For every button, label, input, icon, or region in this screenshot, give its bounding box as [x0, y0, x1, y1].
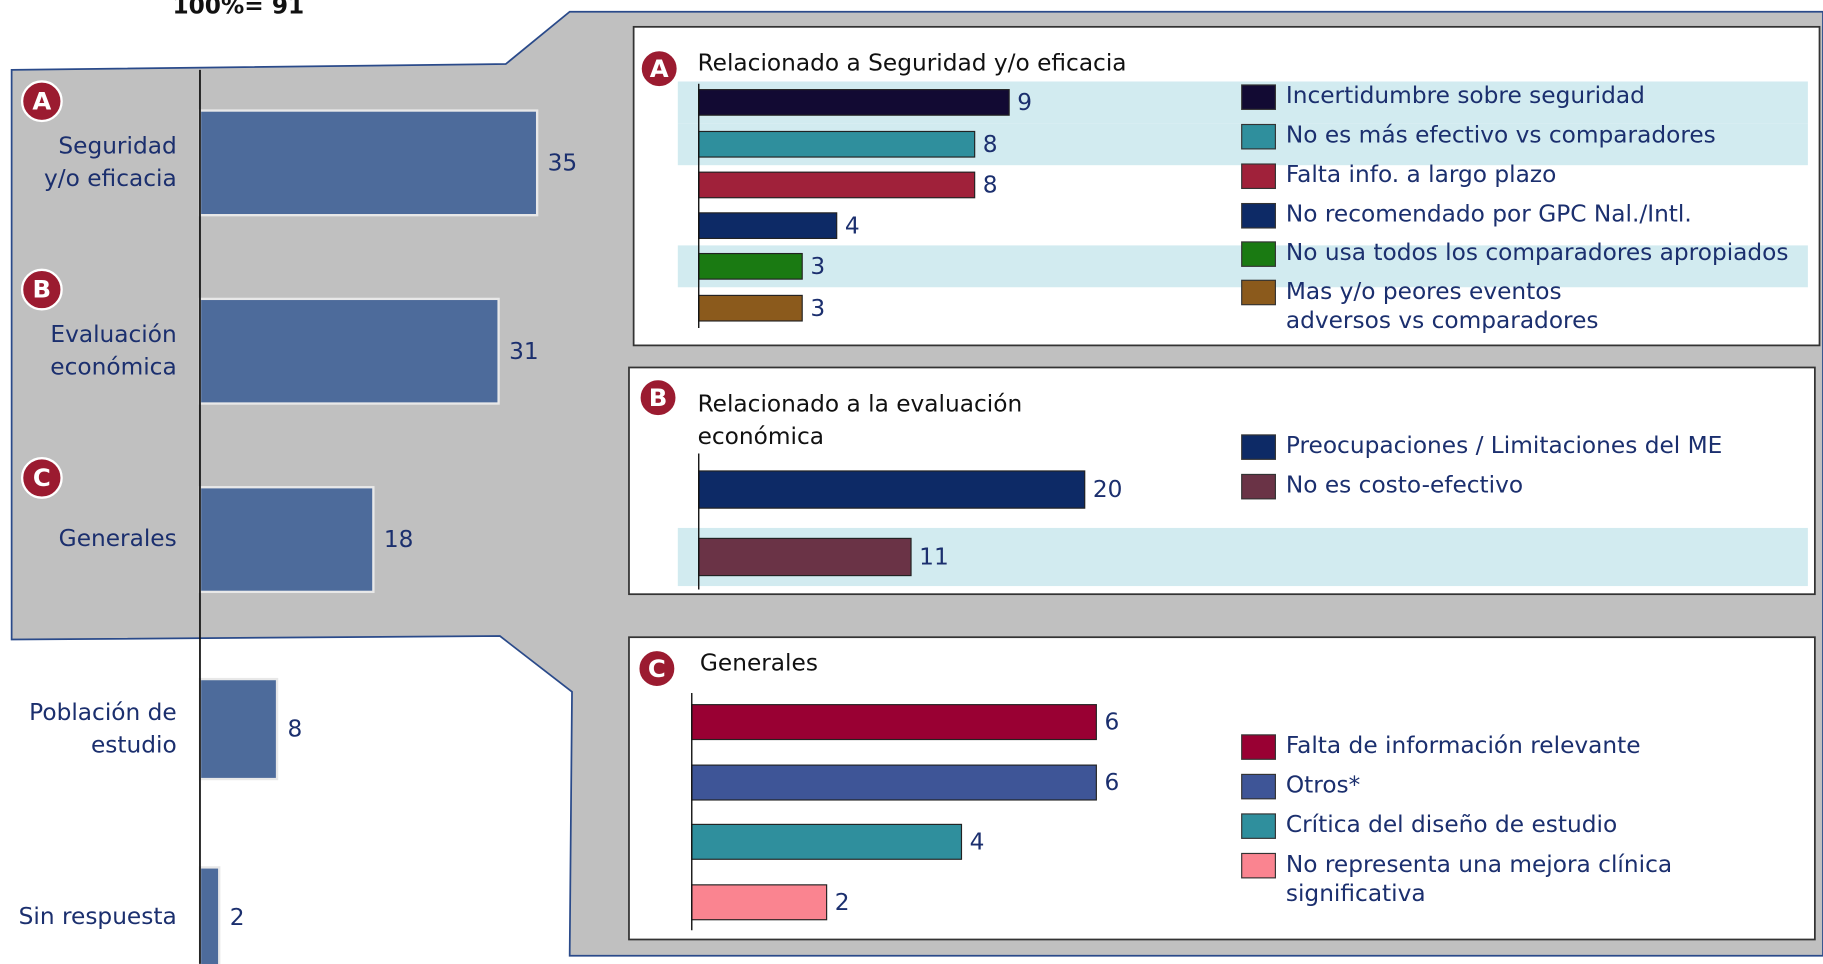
- value-label: 31: [509, 338, 539, 365]
- legend-label: No recomendado por GPC Nal./Intl.: [1286, 201, 1692, 228]
- legend-swatch: [1241, 473, 1276, 500]
- legend-label: Otros*: [1286, 772, 1360, 799]
- legend-label: Falta de información relevante: [1286, 732, 1641, 759]
- value-label: 8: [983, 172, 998, 199]
- legend-swatch: [1241, 773, 1276, 800]
- value-label: 6: [1104, 769, 1119, 796]
- value-label: 3: [810, 295, 825, 322]
- legend-swatch: [1241, 734, 1276, 760]
- badge: [637, 648, 677, 689]
- legend-label: No representa una mejora clínica signific…: [1286, 851, 1672, 907]
- category-label: Generales: [59, 525, 177, 552]
- badge: [20, 80, 63, 123]
- legend-label: Preocupaciones / Limitaciones del ME: [1286, 432, 1723, 459]
- value-label: 4: [970, 828, 985, 855]
- legend-label: No es costo-efectivo: [1286, 472, 1523, 499]
- legend-swatch: [1241, 852, 1276, 879]
- panel-title: Generales: [700, 649, 818, 676]
- category-label: Sin respuesta: [19, 903, 177, 930]
- badge-letter: C: [648, 654, 666, 683]
- bar: [198, 297, 500, 405]
- bar: [698, 252, 803, 280]
- legend-swatch: [1241, 434, 1276, 460]
- bar: [691, 704, 1097, 741]
- category-label: Población de estudio: [29, 698, 177, 758]
- bar: [698, 470, 1086, 509]
- badge: [639, 48, 679, 89]
- badge: [638, 377, 678, 418]
- value-label: 2: [835, 889, 850, 916]
- bar: [698, 89, 1010, 116]
- category-label: Evaluación económica: [50, 320, 176, 380]
- panel-title: Relacionado a Seguridad y/o eficacia: [698, 50, 1127, 77]
- badge-letter: A: [650, 54, 669, 83]
- value-label: 6: [1104, 709, 1119, 736]
- legend-label: No es más efectivo vs comparadores: [1286, 122, 1716, 149]
- badge-letter: A: [32, 86, 51, 115]
- panel-title: Relacionado a la evaluación económica: [698, 390, 1023, 450]
- legend-swatch: [1241, 123, 1276, 150]
- value-label: 8: [983, 131, 998, 158]
- value-label: 20: [1093, 476, 1123, 503]
- value-label: 8: [288, 716, 303, 743]
- legend-swatch: [1241, 84, 1276, 110]
- value-label: 18: [384, 526, 414, 553]
- badge-letter: B: [33, 275, 52, 304]
- legend-label: No usa todos los comparadores apropiados: [1286, 239, 1789, 266]
- badge: [20, 268, 63, 311]
- legend-swatch: [1241, 163, 1276, 190]
- value-label: 3: [810, 253, 825, 280]
- value-label: 11: [919, 544, 949, 571]
- chart-title: 100%= 91: [172, 0, 304, 20]
- category-label: Seguridad y/o eficacia: [44, 132, 177, 192]
- legend-label: Incertidumbre sobre seguridad: [1286, 82, 1645, 109]
- legend-label: Crítica del diseño de estudio: [1286, 811, 1617, 838]
- legend-label: Mas y/o peores eventos adversos vs compar…: [1286, 277, 1599, 333]
- legend-swatch: [1241, 813, 1276, 839]
- bar: [698, 294, 803, 322]
- bar: [691, 764, 1097, 801]
- bar: [698, 537, 912, 577]
- legend-swatch: [1241, 241, 1276, 267]
- bar: [698, 212, 838, 240]
- value-label: 9: [1017, 89, 1032, 116]
- bar: [198, 486, 375, 594]
- bar: [698, 171, 976, 199]
- legend-label: Falta info. a largo plazo: [1286, 161, 1556, 188]
- legend-swatch: [1241, 279, 1276, 306]
- bar: [691, 884, 828, 921]
- bar: [198, 866, 221, 964]
- value-label: 2: [230, 904, 245, 931]
- value-label: 35: [548, 150, 578, 177]
- value-label: 4: [845, 212, 860, 239]
- bar: [198, 109, 539, 217]
- badge: [20, 457, 63, 499]
- badge-letter: B: [649, 383, 668, 412]
- legend-swatch: [1241, 202, 1276, 229]
- badge-letter: C: [33, 463, 51, 492]
- bar: [691, 823, 963, 860]
- bar: [698, 130, 976, 158]
- bar: [198, 677, 279, 781]
